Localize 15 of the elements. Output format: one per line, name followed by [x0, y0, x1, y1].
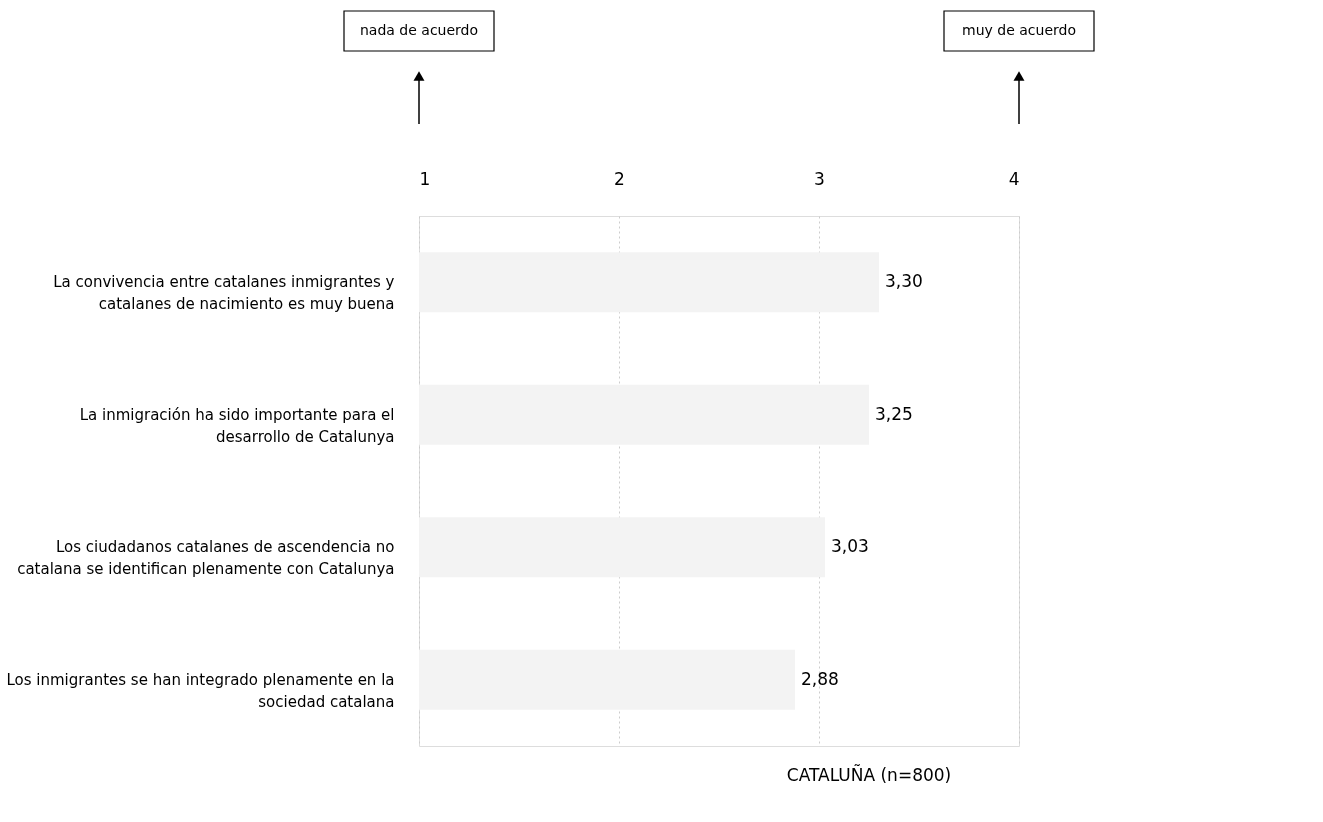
text: muy de acuerdo — [962, 22, 1076, 38]
x-tick-label: 4 — [1008, 168, 1020, 189]
data-label: 3,25 — [875, 403, 913, 424]
data-label: 3,30 — [885, 271, 923, 292]
x-tick-label: 2 — [614, 168, 625, 189]
x-axis-title: CATALUÑA (n=800) — [786, 764, 952, 785]
text: nada de acuerdo — [359, 22, 479, 38]
y-tick-label: La inmigración ha sido importante para el desarrollo de Catalunya — [79, 405, 395, 446]
x-tick-label: 1 — [419, 168, 431, 189]
y-tick-label: La convivencia entre catalanes inmigrantes y catalanes de nacimiento es muy buena — [53, 273, 395, 314]
y-tick-label: Los ciudadanos catalanes de ascendencia no catalana se identifican plenamente con Catalunya — [17, 538, 395, 579]
data-label: 3,03 — [831, 536, 869, 557]
x-tick-label: 3 — [814, 168, 825, 189]
y-tick-label: Los inmigrantes se han integrado plenamente en la sociedad catalana — [6, 670, 395, 711]
data-label: 2,88 — [801, 668, 839, 689]
